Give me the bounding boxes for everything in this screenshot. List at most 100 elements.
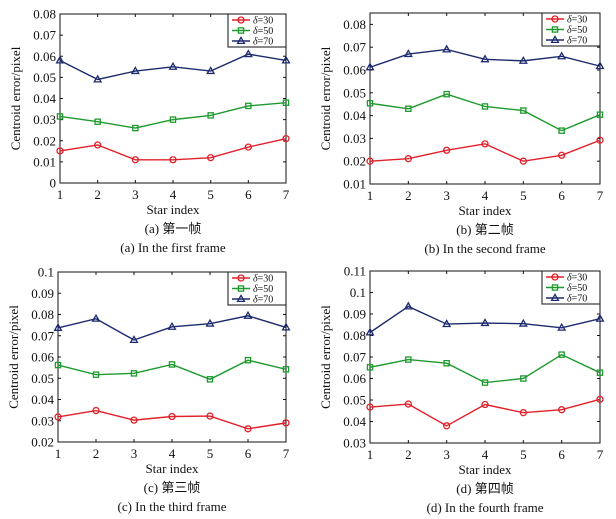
data-point bbox=[168, 412, 176, 421]
x-tick-label: 1 bbox=[367, 447, 374, 462]
data-point bbox=[244, 143, 252, 151]
y-tick-label: 0.1 bbox=[350, 285, 366, 300]
y-tick-label: 0.05 bbox=[31, 371, 54, 386]
x-tick-label: 2 bbox=[405, 188, 412, 203]
x-axis-label: Star index bbox=[458, 203, 512, 218]
series-path bbox=[57, 315, 287, 341]
legend-value: =70 bbox=[572, 36, 588, 47]
x-tick-label: 1 bbox=[367, 188, 374, 203]
data-point bbox=[281, 322, 291, 331]
series-line-delta-70 bbox=[365, 301, 605, 336]
series-line-delta-70 bbox=[365, 44, 605, 71]
x-tick-label: 2 bbox=[94, 187, 101, 202]
y-tick-label: 0.03 bbox=[33, 112, 56, 127]
legend-value: =70 bbox=[572, 294, 588, 305]
y-tick-label: 0 bbox=[50, 176, 57, 191]
caption-english: (a) In the first frame bbox=[120, 240, 226, 255]
data-point bbox=[404, 155, 412, 163]
legend: δ=30δ=50δ=70 bbox=[541, 270, 601, 305]
legend-delta-symbol: δ bbox=[567, 36, 572, 47]
data-point bbox=[130, 66, 140, 75]
y-tick-label: 0.07 bbox=[33, 28, 56, 43]
data-point bbox=[519, 157, 527, 165]
data-point bbox=[167, 321, 177, 330]
y-tick-label: 0.03 bbox=[343, 131, 366, 146]
y-axis-label: Centroid error/pixel bbox=[8, 46, 23, 150]
data-point bbox=[207, 112, 214, 119]
legend-delta-symbol: δ bbox=[253, 295, 258, 306]
data-point bbox=[56, 113, 64, 120]
data-point bbox=[443, 146, 451, 154]
y-tick-label: 0.06 bbox=[343, 63, 366, 78]
legend-marker-triangle-icon bbox=[236, 36, 246, 45]
legend-marker-square-icon bbox=[237, 27, 245, 34]
chart-panel-a: 0 0.01 0.02 0.03 0.04 0.05 0.06 0.07 0.08 1 2 3 4 5 6 7… bbox=[8, 7, 291, 255]
series-line-delta-30 bbox=[366, 395, 604, 430]
series-path bbox=[369, 139, 601, 162]
x-tick-label: 1 bbox=[55, 446, 62, 461]
data-point bbox=[129, 335, 139, 344]
x-tick-label: 5 bbox=[520, 447, 527, 462]
x-tick-label: 3 bbox=[132, 187, 139, 202]
data-point bbox=[557, 322, 567, 331]
data-point bbox=[366, 364, 374, 371]
y-tick-label: 0.11 bbox=[344, 264, 366, 279]
data-point bbox=[55, 55, 65, 64]
data-point bbox=[596, 369, 604, 376]
series-path bbox=[57, 409, 287, 430]
legend-label: δ=70 bbox=[253, 295, 273, 306]
y-tick-label: 0.04 bbox=[343, 414, 366, 429]
data-point bbox=[366, 157, 374, 165]
data-point bbox=[519, 409, 527, 417]
data-point bbox=[596, 136, 604, 144]
data-point bbox=[244, 356, 252, 364]
legend-delta-symbol: δ bbox=[567, 273, 572, 284]
legend: δ=30δ=50δ=70 bbox=[541, 12, 601, 47]
data-point bbox=[281, 55, 291, 64]
data-point bbox=[366, 403, 374, 411]
legend-value: =30 bbox=[258, 274, 274, 285]
data-point bbox=[480, 54, 490, 63]
data-point bbox=[366, 100, 374, 107]
data-point bbox=[443, 422, 451, 430]
legend-delta-symbol: δ bbox=[567, 25, 572, 36]
legend-value: =30 bbox=[572, 15, 588, 26]
x-tick-label: 1 bbox=[57, 187, 64, 202]
series-path bbox=[59, 137, 287, 161]
x-tick-label: 5 bbox=[207, 187, 214, 202]
y-tick-label: 0.07 bbox=[343, 40, 366, 55]
data-point bbox=[282, 419, 290, 427]
y-tick-label: 0.02 bbox=[33, 133, 56, 148]
series-line-delta-50 bbox=[366, 90, 604, 134]
x-tick-label: 6 bbox=[558, 447, 565, 462]
series-line-delta-50 bbox=[366, 351, 604, 386]
data-point bbox=[54, 361, 62, 369]
x-tick-label: 2 bbox=[405, 447, 412, 462]
y-tick-label: 0.08 bbox=[33, 7, 56, 22]
legend-label: δ=30 bbox=[567, 15, 587, 26]
data-point bbox=[206, 66, 216, 75]
data-point bbox=[480, 318, 490, 327]
data-point bbox=[53, 322, 63, 331]
data-point bbox=[56, 147, 64, 155]
x-tick-label: 7 bbox=[597, 447, 604, 462]
data-point bbox=[558, 151, 566, 159]
caption-chinese: (d) 第四帧 bbox=[456, 481, 513, 496]
y-tick-label: 0.06 bbox=[33, 49, 56, 64]
legend-label: δ=50 bbox=[567, 283, 587, 294]
x-axis-label: Star index bbox=[145, 461, 199, 476]
series-path bbox=[57, 359, 287, 381]
y-tick-label: 0.06 bbox=[31, 350, 54, 365]
legend-delta-symbol: δ bbox=[253, 37, 258, 48]
data-point bbox=[92, 371, 100, 378]
data-point bbox=[130, 370, 138, 377]
legend-value: =70 bbox=[258, 37, 274, 48]
series-line-delta-30 bbox=[54, 406, 290, 433]
data-point bbox=[282, 99, 290, 106]
data-point bbox=[91, 313, 101, 322]
legend-value: =70 bbox=[258, 295, 274, 306]
data-point bbox=[168, 361, 176, 368]
chart-panel-c: 0.02 0.03 0.04 0.05 0.06 0.07 0.08 0.09 0.1 1 2 3 4 5… bbox=[6, 265, 291, 514]
legend-value: =30 bbox=[572, 273, 588, 284]
y-axis-label: Centroid error/pixel bbox=[318, 305, 333, 409]
